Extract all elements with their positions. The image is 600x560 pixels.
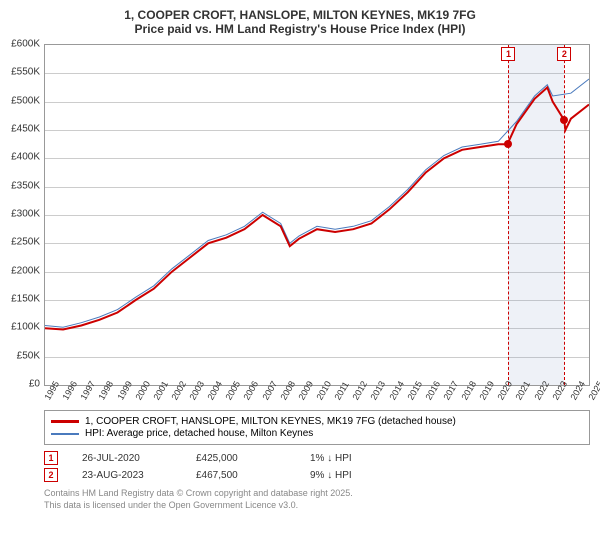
- y-axis-label: £100K: [11, 322, 44, 333]
- y-axis-label: £500K: [11, 95, 44, 106]
- y-axis-label: £50K: [17, 350, 44, 361]
- data-row-marker-2: 2: [44, 468, 58, 482]
- data-row-date-2: 23-AUG-2023: [82, 470, 172, 481]
- marker-dot-1: [504, 140, 512, 148]
- attribution-line-1: Contains HM Land Registry data © Crown c…: [44, 488, 590, 500]
- data-row-delta-1: 1% ↓ HPI: [310, 453, 400, 464]
- y-axis-label: £600K: [11, 39, 44, 50]
- data-row-delta-2: 9% ↓ HPI: [310, 470, 400, 481]
- marker-vline-2: [564, 45, 565, 385]
- y-axis-label: £150K: [11, 294, 44, 305]
- y-axis-label: £0: [29, 379, 44, 390]
- legend-label-property: 1, COOPER CROFT, HANSLOPE, MILTON KEYNES…: [85, 416, 456, 427]
- title-line-1: 1, COOPER CROFT, HANSLOPE, MILTON KEYNES…: [10, 8, 590, 22]
- chart-area: 12 £0£50K£100K£150K£200K£250K£300K£350K£…: [44, 44, 590, 404]
- marker-dot-2: [560, 116, 568, 124]
- y-axis-label: £200K: [11, 265, 44, 276]
- data-row-1: 1 26-JUL-2020 £425,000 1% ↓ HPI: [44, 451, 590, 465]
- legend-label-hpi: HPI: Average price, detached house, Milt…: [85, 428, 313, 439]
- y-axis-label: £450K: [11, 124, 44, 135]
- marker-box-2: 2: [557, 47, 571, 61]
- data-row-date-1: 26-JUL-2020: [82, 453, 172, 464]
- marker-vline-1: [508, 45, 509, 385]
- legend-row-property: 1, COOPER CROFT, HANSLOPE, MILTON KEYNES…: [51, 416, 583, 427]
- marker-box-1: 1: [501, 47, 515, 61]
- y-axis-label: £550K: [11, 67, 44, 78]
- attribution: Contains HM Land Registry data © Crown c…: [44, 488, 590, 511]
- y-axis-label: £350K: [11, 180, 44, 191]
- data-row-price-1: £425,000: [196, 453, 286, 464]
- y-axis-label: £250K: [11, 237, 44, 248]
- plot-region: 12: [44, 44, 590, 386]
- legend-box: 1, COOPER CROFT, HANSLOPE, MILTON KEYNES…: [44, 410, 590, 445]
- title-line-2: Price paid vs. HM Land Registry's House …: [10, 22, 590, 36]
- data-row-marker-1: 1: [44, 451, 58, 465]
- attribution-line-2: This data is licensed under the Open Gov…: [44, 500, 590, 512]
- legend-block: 1, COOPER CROFT, HANSLOPE, MILTON KEYNES…: [44, 410, 590, 482]
- data-rows: 1 26-JUL-2020 £425,000 1% ↓ HPI 2 23-AUG…: [44, 451, 590, 482]
- data-row-2: 2 23-AUG-2023 £467,500 9% ↓ HPI: [44, 468, 590, 482]
- legend-row-hpi: HPI: Average price, detached house, Milt…: [51, 428, 583, 439]
- y-axis-label: £300K: [11, 209, 44, 220]
- y-axis-label: £400K: [11, 152, 44, 163]
- legend-swatch-hpi: [51, 433, 79, 435]
- data-row-price-2: £467,500: [196, 470, 286, 481]
- legend-swatch-property: [51, 420, 79, 423]
